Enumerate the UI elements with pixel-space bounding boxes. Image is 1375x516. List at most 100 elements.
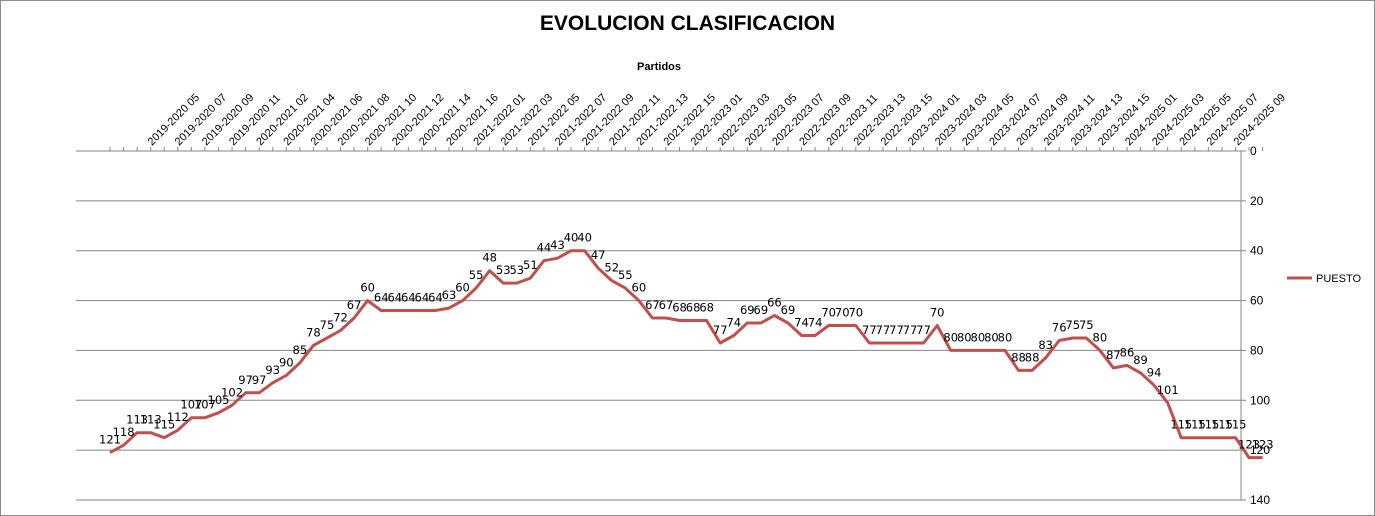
data-label: 48 [482, 251, 497, 265]
data-label: 77 [889, 323, 904, 337]
data-label: 74 [726, 315, 741, 329]
data-label: 69 [781, 303, 796, 317]
data-label: 64 [387, 291, 402, 305]
data-label: 74 [808, 315, 823, 329]
legend-entry-puesto: PUESTO [1316, 273, 1361, 285]
data-label: 118 [113, 425, 135, 439]
x-axis-title: Partidos [637, 61, 681, 73]
y-tick-label-0: 0 [1250, 144, 1257, 158]
data-label: 52 [604, 261, 619, 275]
data-label: 80 [943, 330, 958, 344]
data-label: 87 [1106, 348, 1121, 362]
data-label: 80 [984, 330, 999, 344]
y-tick-labels: 0 20 40 60 80 100 120 140 [1250, 144, 1270, 507]
data-label: 80 [998, 330, 1013, 344]
data-label: 68 [686, 301, 701, 315]
data-label: 101 [1157, 383, 1179, 397]
data-label: 64 [415, 291, 430, 305]
data-label: 70 [848, 306, 863, 320]
y-tick-label-140: 140 [1250, 493, 1270, 507]
data-label: 76 [1052, 320, 1067, 334]
y-tick-label-80: 80 [1250, 343, 1264, 357]
data-label: 88 [1025, 350, 1040, 364]
data-label: 97 [238, 373, 253, 387]
data-label: 67 [659, 298, 674, 312]
data-label: 64 [401, 291, 416, 305]
data-label: 69 [740, 303, 755, 317]
grid-lines [76, 150, 1246, 501]
data-label: 115 [1211, 418, 1233, 432]
data-label: 40 [564, 231, 579, 245]
data-label: 80 [1093, 330, 1108, 344]
data-label: 85 [293, 343, 308, 357]
data-label: 90 [279, 355, 294, 369]
data-label: 47 [591, 248, 606, 262]
data-label: 121 [99, 433, 121, 447]
series-line-puesto [109, 249, 1263, 460]
axes [109, 147, 1264, 500]
data-label: 107 [180, 398, 202, 412]
data-label: 89 [1133, 353, 1148, 367]
data-label: 80 [957, 330, 972, 344]
data-label: 88 [1011, 350, 1026, 364]
data-label: 123 [1252, 438, 1274, 452]
legend: PUESTO [1287, 273, 1361, 285]
data-label: 93 [265, 363, 280, 377]
data-label: 43 [550, 238, 565, 252]
data-label: 70 [930, 306, 945, 320]
data-label: 112 [167, 410, 189, 424]
data-label: 60 [360, 281, 375, 295]
data-label: 113 [140, 413, 162, 427]
data-label: 51 [523, 258, 538, 272]
data-label: 70 [835, 306, 850, 320]
data-label: 77 [862, 323, 877, 337]
data-label: 74 [794, 315, 809, 329]
data-label: 55 [469, 268, 484, 282]
data-label: 55 [618, 268, 633, 282]
data-label: 75 [320, 318, 335, 332]
data-label: 64 [374, 291, 389, 305]
data-label: 107 [194, 398, 216, 412]
data-label: 75 [1079, 318, 1094, 332]
data-label: 67 [347, 298, 362, 312]
data-label: 68 [699, 301, 714, 315]
data-label: 94 [1147, 365, 1162, 379]
data-label: 123 [1238, 438, 1260, 452]
data-labels: 1211181131131151121071071051029797939085… [99, 231, 1274, 452]
data-label: 115 [153, 418, 175, 432]
data-label: 77 [916, 323, 931, 337]
data-label: 115 [1225, 418, 1247, 432]
data-label: 63 [442, 288, 457, 302]
data-label: 66 [767, 296, 782, 310]
data-label: 80 [971, 330, 986, 344]
data-label: 77 [903, 323, 918, 337]
data-label: 40 [577, 231, 592, 245]
y-tick-label-60: 60 [1250, 294, 1264, 308]
data-label: 97 [252, 373, 267, 387]
data-label: 64 [428, 291, 443, 305]
data-label: 113 [126, 413, 148, 427]
y-tick-label-20: 20 [1250, 194, 1264, 208]
data-label: 44 [537, 241, 552, 255]
y-tick-label-40: 40 [1250, 244, 1264, 258]
data-label: 72 [333, 310, 348, 324]
chart-title: EVOLUCION CLASIFICACION [539, 12, 836, 35]
data-label: 67 [645, 298, 660, 312]
data-label: 115 [1197, 418, 1219, 432]
data-label: 78 [306, 325, 321, 339]
data-label: 53 [496, 263, 511, 277]
series-group [109, 249, 1263, 460]
data-label: 77 [876, 323, 891, 337]
y-tick-label-100: 100 [1250, 393, 1270, 407]
data-label: 53 [509, 263, 524, 277]
data-label: 115 [1170, 418, 1192, 432]
data-label: 115 [1184, 418, 1206, 432]
data-label: 83 [1038, 338, 1053, 352]
data-label: 60 [632, 281, 647, 295]
data-label: 69 [754, 303, 769, 317]
data-label: 75 [1065, 318, 1080, 332]
data-label: 77 [713, 323, 728, 337]
